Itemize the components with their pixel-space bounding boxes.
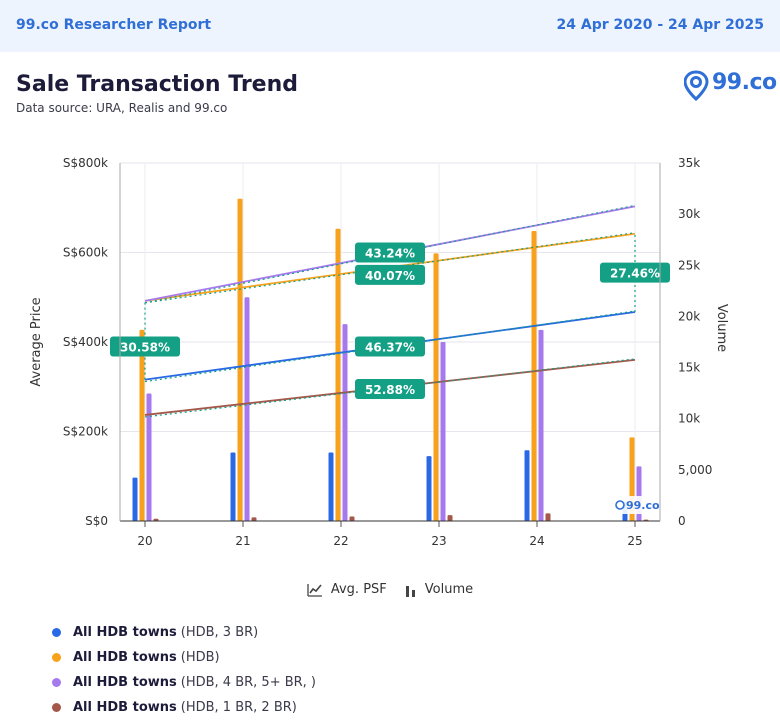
- y-tick-label: S$200k: [63, 425, 108, 439]
- bar: [447, 515, 453, 521]
- growth-label: 52.88%: [365, 383, 415, 397]
- bar: [524, 450, 530, 521]
- growth-label-box: [355, 264, 425, 285]
- y2-tick-label: 10k: [678, 412, 700, 426]
- y-tick-label: S$600k: [63, 246, 108, 260]
- legend-avg-psf[interactable]: Avg. PSF: [307, 582, 387, 597]
- line-chart-icon: [307, 583, 322, 597]
- series-color-dot: [52, 628, 61, 637]
- chart-growth-labels: 30.58% 43.24% 40.07% 27.46% 46.37% 52.88%: [110, 242, 670, 399]
- y2-tick-label: 25k: [678, 258, 700, 272]
- y2-axis-title: Volume: [714, 304, 729, 352]
- series-name: All HDB towns: [73, 700, 177, 715]
- series-legend-item[interactable]: All HDB towns (HDB): [52, 645, 316, 670]
- data-source: Data source: URA, Realis and 99.co: [16, 101, 228, 115]
- y2-tick-label: 5,000: [678, 463, 712, 477]
- bar: [426, 456, 432, 521]
- series-detail: (HDB): [180, 650, 220, 665]
- series-legend: All HDB towns (HDB, 3 BR) All HDB towns …: [52, 620, 316, 720]
- series-color-dot: [52, 678, 61, 687]
- watermark-text: 99.co: [626, 499, 660, 512]
- sale-transaction-chart: 30.58% 43.24% 40.07% 27.46% 46.37% 52.88% S$0…: [29, 156, 729, 548]
- report-brand: 99.co Researcher Report: [16, 17, 212, 33]
- growth-label-box: [355, 378, 425, 399]
- bar: [153, 518, 159, 521]
- growth-label: 46.37%: [365, 340, 415, 354]
- bar: [237, 198, 243, 522]
- logo-text: 99.co: [712, 70, 777, 95]
- bar: [349, 516, 355, 521]
- y2-tick-label: 15k: [678, 361, 700, 375]
- bar: [139, 329, 145, 521]
- y-axis-title: Average Price: [29, 297, 44, 386]
- bar: [538, 329, 544, 521]
- growth-label: 43.24%: [365, 247, 415, 261]
- chart-type-legend: Avg. PSF Volume: [0, 582, 780, 597]
- bar: [440, 342, 446, 521]
- y2-tick-label: 30k: [678, 207, 700, 221]
- legend-volume[interactable]: Volume: [405, 582, 473, 597]
- chart-watermark: 99.co: [613, 496, 660, 514]
- bar: [545, 513, 551, 521]
- watermark-pin-icon: [615, 500, 625, 510]
- x-tick-label: 22: [333, 534, 348, 548]
- y2-tick-label: 0: [678, 514, 686, 528]
- y-tick-label: S$800k: [63, 156, 108, 170]
- series-detail: (HDB, 4 BR, 5+ BR, ): [180, 675, 317, 690]
- bar: [328, 452, 334, 521]
- chart-bars: [132, 198, 649, 522]
- series-detail: (HDB, 3 BR): [180, 625, 259, 640]
- bar: [244, 297, 250, 521]
- chart-grid: [120, 162, 660, 521]
- series-legend-item[interactable]: All HDB towns (HDB, 4 BR, 5+ BR, ): [52, 670, 316, 695]
- bar: [146, 393, 152, 521]
- bar: [132, 477, 138, 521]
- series-color-dot: [52, 703, 61, 712]
- growth-label: 40.07%: [365, 269, 415, 283]
- series-legend-item[interactable]: All HDB towns (HDB, 3 BR): [52, 620, 316, 645]
- x-tick-label: 23: [431, 534, 446, 548]
- x-tick-label: 24: [529, 534, 544, 548]
- series-name: All HDB towns: [73, 625, 177, 640]
- legend-volume-label: Volume: [424, 582, 474, 597]
- date-range: 24 Apr 2020 - 24 Apr 2025: [556, 17, 764, 33]
- report-header: 99.co Researcher Report 24 Apr 2020 - 24…: [0, 0, 780, 52]
- legend-avg-psf-label: Avg. PSF: [330, 582, 387, 597]
- growth-label: 27.46%: [610, 267, 660, 281]
- series-detail: (HDB, 1 BR, 2 BR): [180, 700, 297, 715]
- y2-tick-label: 20k: [678, 309, 700, 323]
- bar: [531, 231, 537, 521]
- growth-label-box: [110, 336, 180, 357]
- growth-label-box: [600, 262, 670, 283]
- bar: [433, 253, 439, 521]
- y2-tick-label: 35k: [678, 156, 700, 170]
- 99co-logo-icon: [684, 70, 709, 102]
- x-tick-label: 25: [627, 534, 642, 548]
- watermark-bg: [613, 496, 655, 514]
- series-color-dot: [52, 653, 61, 662]
- growth-label-box: [355, 336, 425, 357]
- trend-line-dotted: [144, 204, 636, 304]
- series-legend-item[interactable]: All HDB towns (HDB, 1 BR, 2 BR): [52, 695, 316, 720]
- page-title: Sale Transaction Trend: [16, 72, 299, 97]
- bar-chart-icon: [405, 585, 415, 597]
- series-name: All HDB towns: [73, 675, 177, 690]
- bar: [335, 228, 341, 521]
- growth-label: 30.58%: [120, 340, 170, 354]
- y-tick-label: S$400k: [63, 335, 108, 349]
- bar: [230, 452, 236, 521]
- x-tick-label: 20: [137, 534, 152, 548]
- growth-label-box: [355, 242, 425, 263]
- bar: [251, 517, 257, 521]
- y-tick-label: S$0: [85, 514, 108, 528]
- series-name: All HDB towns: [73, 650, 177, 665]
- chart-axes: S$0 S$200k S$400k S$600k S$800k 0 5,000 10k 15k 2…: [29, 156, 729, 548]
- bar: [342, 324, 348, 521]
- x-tick-label: 21: [235, 534, 250, 548]
